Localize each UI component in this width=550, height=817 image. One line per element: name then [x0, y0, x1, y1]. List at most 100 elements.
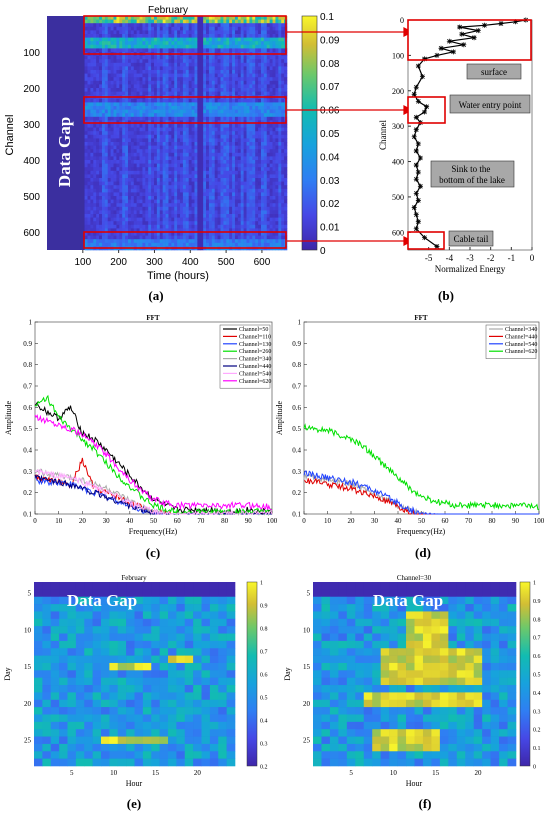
panel-a-heatmap-cell: [208, 206, 213, 211]
panel-a-heatmap-cell: [263, 214, 268, 218]
panel-a-heatmap-cell: [90, 73, 94, 78]
panel-a-heatmap-cell: [249, 98, 253, 103]
panel-a-heatmap-cell: [246, 88, 250, 92]
panel-a-heatmap-cell: [266, 192, 270, 197]
panel-a-heatmap-cell: [159, 77, 163, 82]
panel-a-heatmap-cell: [188, 138, 192, 143]
panel-a-heatmap-cell: [203, 66, 207, 71]
panel-a-heatmap-cell: [234, 44, 239, 49]
panel-a-heatmap-cell: [240, 232, 244, 236]
panel-a-heatmap-cell: [110, 34, 114, 38]
panel-a-heatmap-cell: [208, 84, 213, 89]
panel-a-heatmap-cell: [226, 23, 230, 28]
panel-a-heatmap-cell: [177, 196, 181, 200]
panel-a-heatmap-cell: [258, 37, 262, 42]
panel-a-heatmap-cell: [229, 109, 233, 114]
panel-a-heatmap-cell: [156, 224, 161, 229]
panel-e-heatmap-cell: [159, 589, 169, 598]
panel-a-heatmap-cell: [125, 221, 129, 226]
panel-a-heatmap-cell: [168, 77, 172, 82]
panel-a-heatmap-cell: [96, 242, 100, 247]
panel-a-heatmap-cell: [252, 84, 256, 89]
panel-a-heatmap-cell: [275, 106, 279, 110]
panel-a-heatmap-cell: [142, 88, 146, 92]
panel-a-heatmap-cell: [148, 41, 152, 46]
panel-a-heatmap-cell: [116, 167, 120, 172]
panel-a-heatmap-cell: [145, 48, 149, 53]
panel-a-heatmap-cell: [101, 145, 106, 150]
panel-a-heatmap-cell: [200, 142, 204, 146]
panel-a-heatmap-cell: [87, 55, 91, 60]
panel-a-heatmap-cell: [96, 170, 100, 175]
panel-a-heatmap-cell: [281, 160, 285, 164]
panel-a-heatmap-cell: [113, 138, 117, 143]
panel-a-heatmap-cell: [130, 196, 135, 200]
panel-a-heatmap-cell: [107, 224, 111, 229]
panel-a-heatmap-cell: [272, 124, 276, 128]
panel-a-heatmap-cell: [154, 73, 158, 78]
panel-a-heatmap-cell: [116, 145, 120, 150]
panel-a-heatmap-cell: [278, 19, 282, 24]
panel-a-heatmap-cell: [113, 185, 117, 190]
panel-a-heatmap-cell: [255, 16, 259, 20]
panel-a-heatmap-cell: [188, 163, 192, 168]
panel-a-heatmap-cell: [229, 127, 233, 132]
panel-a-heatmap-cell: [266, 203, 270, 208]
panel-a-heatmap-cell: [174, 127, 178, 132]
panel-a-heatmap-cell: [177, 91, 181, 96]
panel-a-heatmap-cell: [148, 16, 152, 20]
panel-a-heatmap-cell: [226, 88, 230, 92]
panel-a-heatmap-cell: [217, 196, 221, 200]
panel-a-heatmap-cell: [185, 239, 189, 244]
panel-a-heatmap-cell: [260, 26, 265, 31]
panel-a-heatmap: Data Gap 100 200 300 400 500 6001002003004005…: [4, 5, 340, 303]
panel-a-heatmap-cell: [275, 149, 279, 154]
panel-a-heatmap-cell: [226, 235, 230, 240]
panel-a-heatmap-cell: [281, 23, 285, 28]
panel-a-heatmap-cell: [223, 59, 227, 64]
panel-a-heatmap-cell: [246, 149, 250, 154]
panel-a-heatmap-cell: [208, 163, 213, 168]
panel-a-heatmap-cell: [232, 160, 236, 164]
panel-a-heatmap-cell: [133, 116, 137, 121]
panel-a-heatmap-cell: [203, 156, 207, 161]
panel-a-heatmap-cell: [260, 181, 265, 186]
panel-a-heatmap-cell: [162, 163, 166, 168]
panel-a-heatmap-cell: [260, 91, 265, 96]
panel-a-heatmap-cell: [240, 131, 244, 136]
panel-a-heatmap-cell: [243, 127, 247, 132]
panel-a-heatmap-cell: [269, 163, 273, 168]
panel-a-heatmap-cell: [214, 59, 218, 64]
panel-a-heatmap-cell: [281, 131, 285, 136]
panel-a-heatmap-cell: [229, 80, 233, 85]
panel-a-heatmap-cell: [260, 59, 265, 64]
panel-e-heatmap-cell: [226, 611, 236, 620]
panel-a-heatmap-cell: [275, 124, 279, 128]
panel-a-heatmap-cell: [185, 163, 189, 168]
panel-a-heatmap-cell: [110, 30, 114, 35]
panel-a-heatmap-cell: [182, 131, 187, 136]
panel-a-heatmap-cell: [246, 192, 250, 197]
panel-a-heatmap-cell: [246, 106, 250, 110]
panel-a-heatmap-cell: [278, 221, 282, 226]
panel-a-heatmap-cell: [223, 55, 227, 60]
panel-a-heatmap-cell: [281, 163, 285, 168]
panel-a-heatmap-cell: [107, 163, 111, 168]
panel-a-heatmap-cell: [130, 160, 135, 164]
panel-a-heatmap-cell: [269, 242, 273, 247]
panel-a-heatmap-cell: [87, 138, 91, 143]
panel-a-heatmap-cell: [214, 109, 218, 114]
panel-a-heatmap-cell: [220, 134, 224, 139]
panel-a-heatmap-cell: [96, 167, 100, 172]
panel-a-heatmap-cell: [182, 91, 187, 96]
panel-a-heatmap-cell: [119, 19, 123, 24]
panel-a-heatmap-cell: [278, 80, 282, 85]
panel-a-heatmap-cell: [200, 62, 204, 67]
panel-a-label: (a): [148, 288, 163, 303]
panel-a-heatmap-cell: [119, 160, 123, 164]
panel-a-heatmap-cell: [197, 98, 201, 103]
panel-a-heatmap-cell: [188, 235, 192, 240]
panel-a-heatmap-cell: [133, 55, 137, 60]
panel-a-heatmap-cell: [246, 113, 250, 118]
panel-a-heatmap-cell: [206, 239, 210, 244]
